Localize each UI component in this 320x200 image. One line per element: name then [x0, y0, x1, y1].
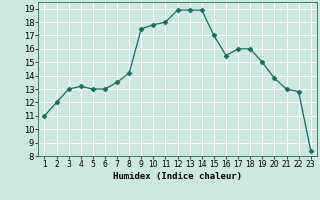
- X-axis label: Humidex (Indice chaleur): Humidex (Indice chaleur): [113, 172, 242, 181]
